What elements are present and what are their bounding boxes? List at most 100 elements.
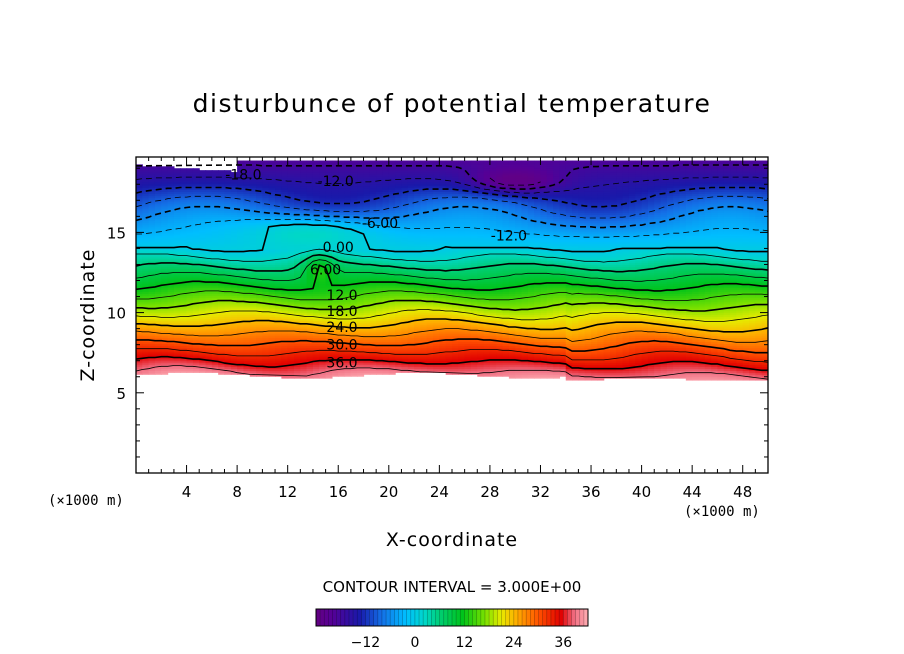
field-cell: [407, 327, 415, 331]
field-cell: [294, 233, 301, 237]
field-cell: [306, 356, 314, 360]
field-cell: [388, 172, 396, 175]
field-cell: [249, 272, 257, 275]
field-cell: [312, 285, 320, 289]
field-cell: [218, 256, 226, 260]
field-cell: [275, 370, 282, 373]
field-cell: [376, 247, 384, 250]
field-cell: [192, 293, 200, 296]
field-cell: [382, 187, 390, 190]
field-cell: [142, 318, 150, 321]
field-cell: [136, 168, 143, 171]
field-cell: [350, 310, 358, 314]
field-cell: [161, 281, 169, 285]
field-cell: [173, 314, 181, 318]
field-cell: [161, 341, 169, 344]
field-cell: [350, 322, 358, 325]
field-cell: [325, 206, 333, 210]
field-cell: [142, 293, 150, 296]
field-cell: [205, 266, 213, 269]
field-cell: [167, 266, 175, 269]
field-cell: [287, 354, 295, 358]
field-cell: [294, 274, 301, 277]
field-cell: [325, 187, 333, 190]
field-cell: [256, 191, 263, 194]
field-cell: [211, 252, 219, 256]
field-cell: [331, 254, 339, 258]
field-cell: [312, 227, 320, 231]
field-cell: [369, 289, 377, 293]
field-cell: [275, 322, 282, 325]
field-cell: [186, 274, 194, 277]
field-cell: [224, 329, 232, 333]
field-cell: [262, 353, 270, 356]
field-cell: [287, 195, 295, 198]
field-cell: [243, 349, 251, 352]
field-cell: [407, 324, 415, 327]
field-cell: [192, 199, 200, 202]
field-cell: [167, 249, 175, 252]
field-cell: [338, 281, 346, 285]
field-cell: [281, 358, 289, 362]
field-cell: [325, 183, 333, 187]
field-cell: [357, 189, 365, 192]
field-cell: [281, 316, 289, 319]
field-cell: [243, 202, 251, 206]
field-cell: [249, 197, 257, 200]
field-cell: [148, 235, 156, 239]
field-cell: [186, 243, 194, 246]
field-cell: [180, 204, 188, 208]
field-cell: [237, 195, 245, 198]
field-cell: [275, 354, 282, 358]
field-cell: [192, 312, 200, 316]
field-cell: [395, 185, 403, 189]
field-cell: [306, 195, 314, 198]
field-cell: [407, 227, 415, 231]
field-cell: [294, 320, 301, 323]
field-cell: [300, 245, 308, 248]
field-cell: [319, 372, 327, 375]
field-cell: [306, 202, 314, 206]
field-cell: [306, 324, 314, 327]
field-cell: [230, 283, 238, 287]
field-cell: [148, 224, 156, 227]
field-cell: [363, 258, 371, 262]
field-cell: [281, 295, 289, 298]
field-cell: [148, 197, 156, 200]
field-cell: [369, 310, 377, 314]
field-cell: [306, 233, 314, 237]
field-cell: [262, 360, 270, 364]
field-cell: [218, 335, 226, 339]
field-cell: [287, 197, 295, 200]
field-cell: [338, 254, 346, 258]
field-cell: [230, 277, 238, 281]
field-cell: [414, 301, 421, 304]
field-cell: [173, 241, 181, 244]
field-cell: [395, 239, 403, 242]
field-cell: [154, 302, 162, 306]
field-cell: [312, 360, 320, 364]
field-cell: [186, 210, 194, 214]
field-cell: [243, 360, 251, 364]
field-cell: [369, 224, 377, 227]
field-cell: [395, 262, 403, 266]
field-cell: [142, 260, 150, 264]
field-cell: [331, 206, 339, 210]
field-cell: [369, 214, 377, 217]
field-cell: [294, 172, 301, 175]
field-cell: [186, 337, 194, 341]
field-cell: [268, 183, 276, 187]
field-cell: [237, 312, 245, 316]
field-cell: [237, 197, 245, 200]
field-cell: [306, 310, 314, 314]
field-cell: [148, 291, 156, 294]
field-cell: [331, 276, 339, 279]
field-cell: [319, 168, 327, 171]
field-cell: [382, 227, 390, 231]
field-cell: [363, 349, 371, 352]
field-cell: [180, 308, 188, 312]
field-cell: [275, 333, 282, 337]
field-cell: [294, 197, 301, 200]
field-cell: [268, 174, 276, 177]
field-cell: [363, 333, 371, 337]
